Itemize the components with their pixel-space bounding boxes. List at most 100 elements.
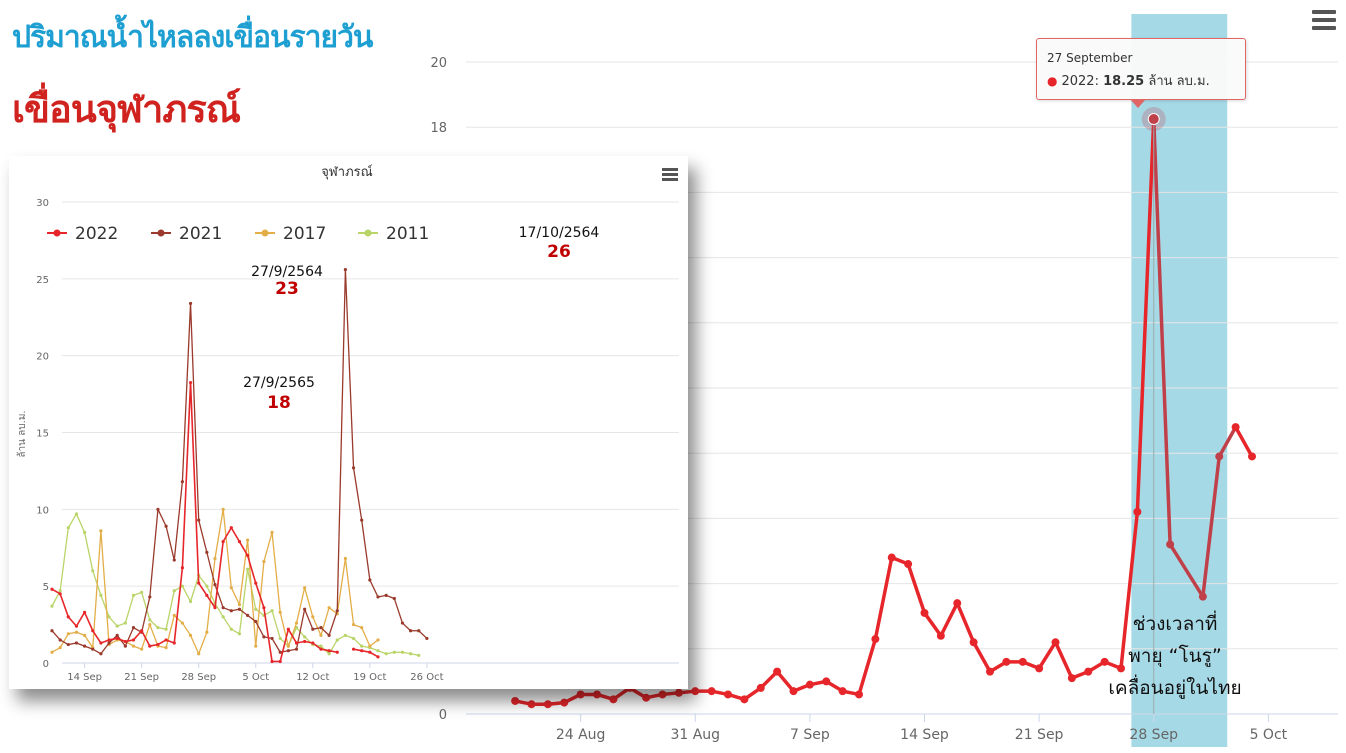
inset-series-2017 — [50, 507, 380, 656]
inset-series-2011-segment — [100, 595, 110, 618]
inset-series-2021-segment — [141, 596, 151, 633]
inset-chart-panel: จุฬาภรณ์ 0 5 10 15 20 25 30 14 Sep 21 Sep 28 Sep… — [9, 156, 688, 689]
inset-series-2021-segment — [418, 630, 428, 639]
inset-series-2021-segment — [206, 552, 216, 585]
series-2022-point — [511, 696, 520, 705]
inset-series-2011-segment — [108, 616, 118, 627]
series-2022-point — [1248, 452, 1256, 461]
inset-series-2022-segment — [222, 527, 232, 543]
series-2022-point — [1051, 638, 1060, 647]
inset-series-2017-segment — [263, 532, 273, 562]
inset-series-2017-segment — [198, 632, 208, 655]
inset-series-2022-segment — [67, 616, 78, 627]
inset-series — [50, 268, 429, 664]
series-2022-segment — [906, 562, 927, 615]
inset-series-2022-segment — [263, 607, 273, 662]
inset-series-2021-segment — [402, 622, 412, 632]
inset-series-2011-segment — [255, 608, 265, 616]
inset-annotation-value: 26 — [547, 242, 571, 262]
storm-annotation-line2: พายุ “โนรู” — [1128, 645, 1222, 667]
series-2022-point — [887, 553, 896, 562]
inset-series-2022-point — [335, 650, 339, 654]
inset-series-2017-point — [237, 603, 242, 607]
series-2022-point — [805, 680, 814, 689]
inset-series-2021-segment — [51, 630, 61, 641]
tooltip-dot: ● — [1047, 74, 1058, 88]
inset-series-2021-segment — [198, 519, 208, 553]
inset-y-tick-label: 0 — [43, 659, 49, 670]
series-2022-point — [822, 677, 831, 686]
inset-series-2017-segment — [238, 539, 249, 605]
inset-legend-marker — [261, 229, 269, 237]
series-2022-point — [789, 687, 798, 696]
series-2022-point — [1002, 657, 1011, 666]
series-2022-point — [920, 608, 929, 617]
inset-series-2017-segment — [214, 509, 224, 559]
inset-menu-hamburger-icon[interactable] — [662, 168, 678, 182]
inset-series-2011-segment — [124, 595, 135, 624]
inset-series-2022-segment — [279, 628, 290, 662]
inset-series-2011-segment — [198, 575, 208, 587]
series-2022-point — [1133, 507, 1142, 516]
x-tick-label: 5 Oct — [1250, 727, 1288, 743]
inset-series-2017-point — [270, 530, 274, 534]
inset-chart-title: จุฬาภรณ์ — [321, 164, 372, 180]
inset-legend-item-2021: 2021 — [151, 224, 222, 244]
series-2022-point — [855, 690, 863, 699]
inset-x-tick-label: 19 Oct — [353, 672, 386, 683]
series-2022-point — [674, 688, 683, 697]
inset-series-2021-point — [148, 595, 152, 599]
inset-series-2017-segment — [181, 622, 192, 636]
inset-series-2017-point — [246, 538, 250, 542]
inset-legend-marker — [157, 229, 165, 237]
inset-series-2021-segment — [181, 303, 192, 482]
series-2022-segment — [1152, 117, 1172, 547]
inset-legend-label: 2017 — [283, 224, 326, 244]
x-tick-label: 21 Sep — [1015, 727, 1064, 743]
inset-series-2022-segment — [287, 628, 298, 644]
hover-point — [1147, 113, 1160, 126]
inset-series-2011-segment — [238, 569, 249, 634]
series-2022-segment — [873, 555, 894, 641]
inset-series-2017-segment — [222, 509, 232, 588]
tooltip-series: 2022: — [1061, 74, 1099, 89]
inset-series-2017-segment — [149, 624, 159, 647]
inset-legend-label: 2011 — [386, 224, 429, 244]
inset-chart: จุฬาภรณ์ 0 5 10 15 20 25 30 14 Sep 21 Sep 28 Sep… — [16, 164, 679, 683]
inset-y-tick-label: 20 — [36, 352, 49, 363]
inset-series-2022-segment — [198, 582, 208, 596]
inset-series-2017-point — [254, 644, 258, 648]
main-y-axis: 0 18 20 — [430, 56, 447, 723]
inset-series-2011-segment — [222, 616, 232, 630]
inset-series-2011-segment — [353, 637, 363, 647]
tooltip-value: 18.25 — [1103, 74, 1145, 89]
tooltip-unit: ล้าน ลบ.ม. — [1148, 74, 1210, 89]
main-menu-hamburger-icon[interactable] — [1312, 10, 1336, 32]
inset-grid — [62, 201, 679, 664]
inset-series-2017-segment — [230, 587, 241, 605]
inset-series-2022-segment — [238, 541, 249, 556]
inset-y-axis: 0 5 10 15 20 25 30 — [36, 198, 49, 670]
x-tick-label: 7 Sep — [790, 727, 830, 743]
inset-series-2017-segment — [295, 587, 306, 624]
y-tick-label: 20 — [430, 56, 447, 71]
series-2022-point — [871, 635, 880, 644]
x-tick-label: 14 Sep — [900, 727, 949, 743]
x-tick-label: 24 Aug — [556, 727, 606, 743]
x-tick-label: 28 Sep — [1129, 727, 1178, 743]
storm-annotation-line1: ช่วงเวลาที่ — [1132, 613, 1218, 635]
inset-x-tick-label: 14 Sep — [67, 672, 102, 683]
inset-x-tick-label: 12 Oct — [296, 672, 329, 683]
series-2022-segment — [1053, 640, 1074, 680]
series-2022-point — [1215, 452, 1224, 461]
inset-legend-marker — [364, 229, 372, 237]
series-2022-point — [707, 687, 716, 696]
series-2022-segment — [1037, 640, 1058, 671]
inset-series-2022-segment — [132, 630, 143, 641]
inset-series-2021-segment — [189, 303, 200, 521]
inset-x-tick-label: 21 Sep — [124, 672, 159, 683]
inset-series-2021-segment — [124, 627, 135, 647]
storm-annotation: ช่วงเวลาที่ พายุ “โนรู” เคลื่อนอยู่ในไทย — [1100, 608, 1250, 704]
series-2022-segment — [1217, 425, 1238, 459]
inset-series-2017-segment — [320, 607, 330, 636]
